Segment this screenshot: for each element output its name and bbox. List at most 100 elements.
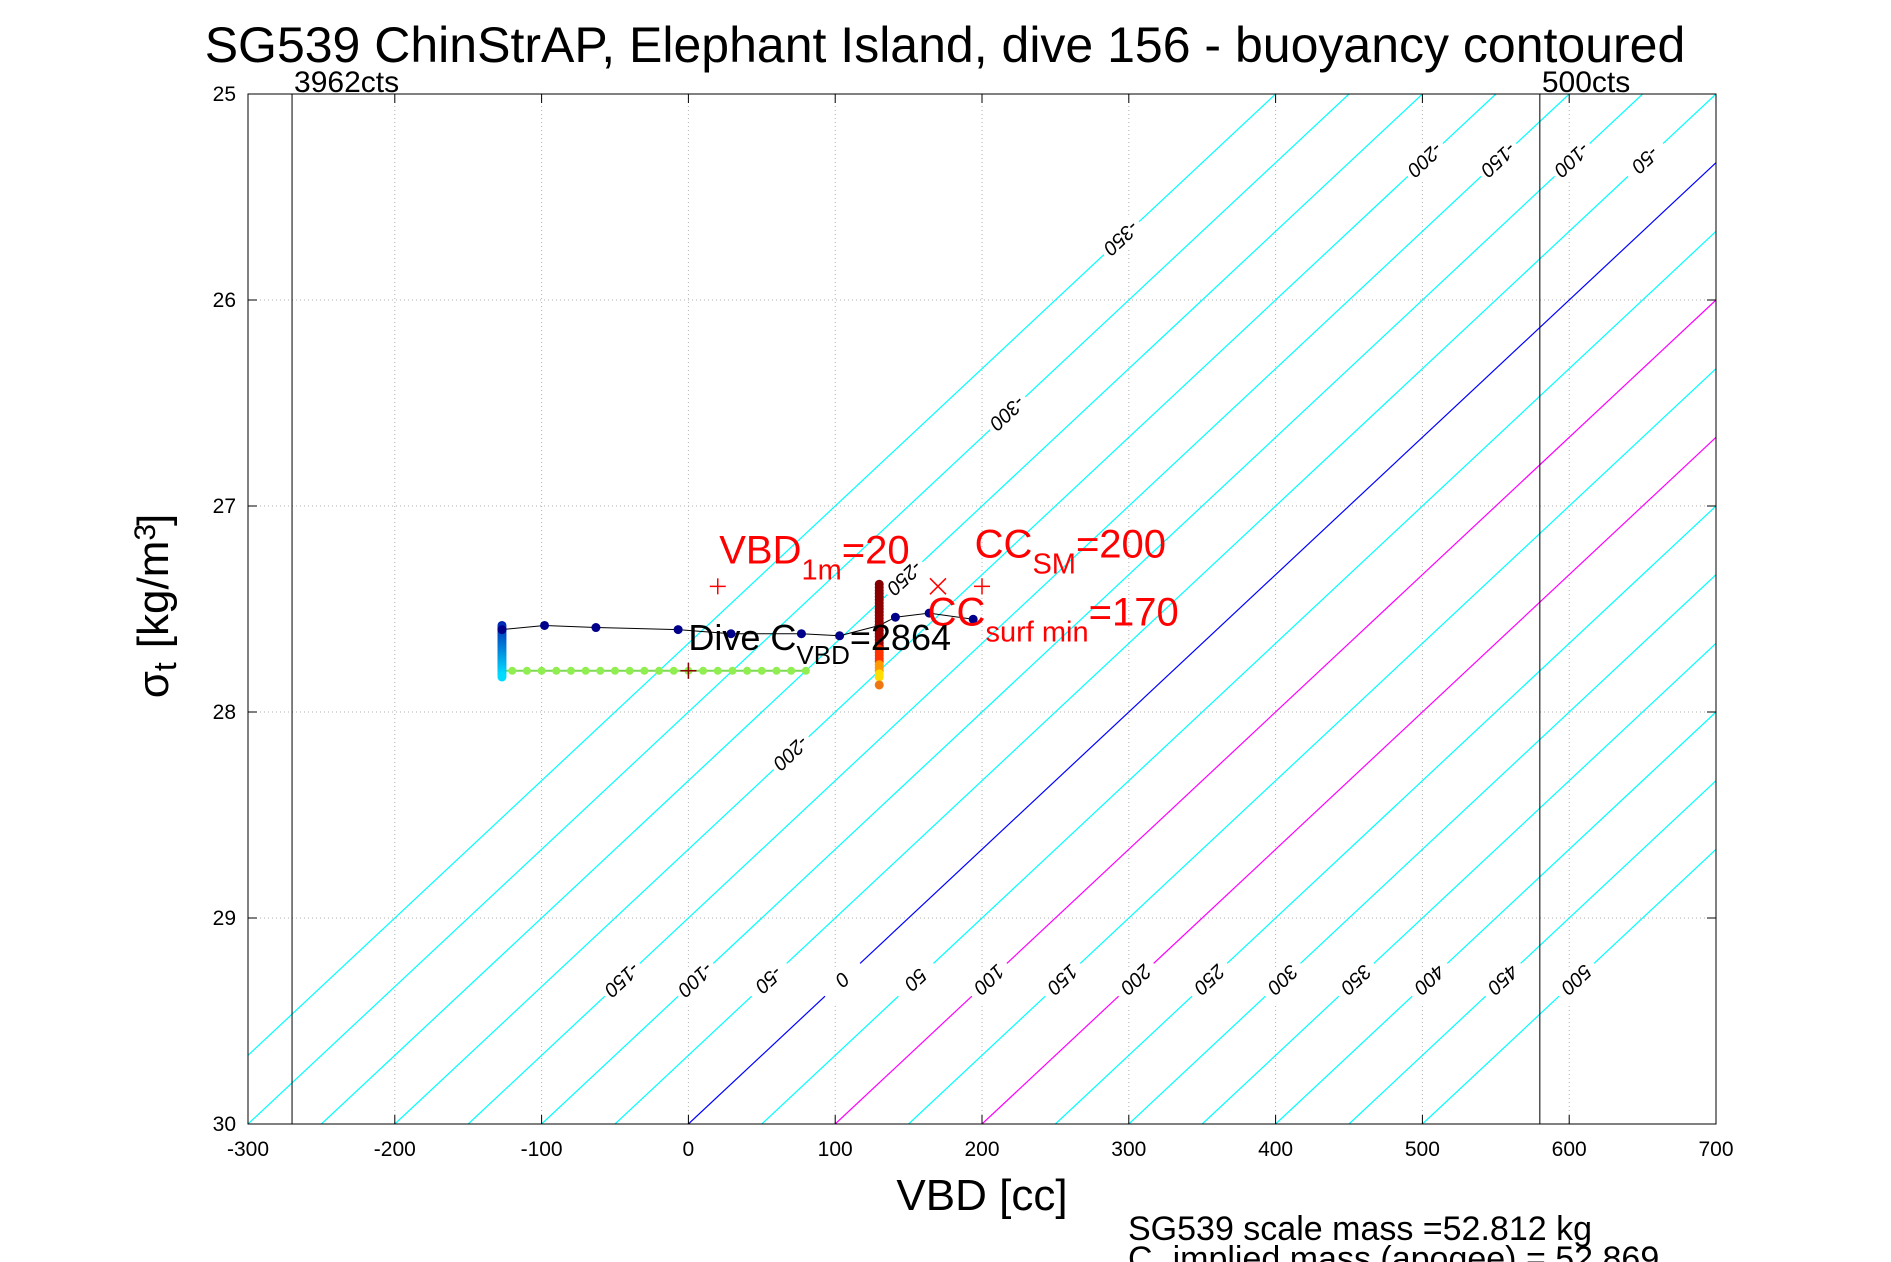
dive-profile-point [924,608,934,618]
contour-label-bg [1550,954,1603,1005]
surface-series-point [655,666,664,675]
dive-profile-point [673,625,683,635]
contour-line [1054,505,1716,1124]
y-axis-label-close: ] [129,514,178,526]
y-tick-label: 30 [213,1113,236,1136]
contour-line [1275,711,1716,1124]
surface-series-point [728,666,737,675]
surface-series-point [669,666,678,675]
surface-series-point [508,666,517,675]
contour-label-bg [890,954,942,1005]
surface-series-point [566,666,575,675]
buoyancy-contours [248,94,1716,1124]
cluster-point [497,672,507,682]
footer-implied-mass-text: implied mass (apogee) = 52.869 [1173,1240,1660,1262]
contour-line [394,94,1497,1124]
y-tick-label: 26 [213,289,236,312]
contour-label-bg [670,954,722,1005]
contour-label-bg [816,954,869,1005]
x-tick-label: -200 [374,1138,416,1161]
contour-line [908,367,1716,1124]
axes: -300 -200 -100 0 100 200 300 400 500 600 700 25 26 27… [213,83,1734,1161]
contour-label-bg [1037,954,1089,1005]
vertical-bar-point [874,672,884,682]
x-tick-label: -300 [227,1138,269,1161]
contour-line [1348,779,1716,1124]
vbd-1m-annotation-main: VBD [719,529,801,573]
surface-series-point [640,666,649,675]
contour-label-bg [981,388,1034,439]
contour-line [1128,573,1716,1124]
contour-label-bg [1183,954,1236,1005]
contour-label-bg [1095,213,1148,264]
contour-line [320,94,1423,1124]
x-tick-label: 600 [1552,1138,1587,1161]
surface-series-point [713,666,722,675]
dive-c-vbd-annotation-main: Dive C [688,617,796,658]
contour-label-bg [1399,134,1452,186]
contour-label-bg [765,728,817,779]
contour-line [834,299,1716,1124]
cc-surf-min-annotation-sub: surf min [985,616,1088,648]
surface-series-point [757,666,766,675]
x-tick-label: 0 [683,1138,695,1161]
contour-line [541,94,1644,1124]
vbd-1m-annotation: VBD1m=20 [719,529,909,587]
contour-line [761,230,1716,1124]
y-axis-label-main: σ [129,671,178,698]
y-tick-label: 28 [213,701,236,724]
dive-profile-point [968,614,978,624]
cross-marker [929,577,947,595]
x-tick-label: -100 [521,1138,563,1161]
contour-label-bg [879,552,931,604]
y-axis-label-sup: 3 [129,524,162,541]
cc-sm-annotation: CCSM=200 [975,523,1166,581]
surface-series-point [772,666,781,675]
contour-line [614,94,1716,1124]
surface-series-point [699,666,708,675]
y-axis-label-unit: [kg/m [129,541,178,649]
contour-label-bg [1546,134,1598,186]
footer-implied-c: C [1128,1240,1153,1262]
dive-profile-point [796,629,806,639]
contour-label-bg [1473,134,1525,186]
contour-label-bg [596,954,649,1005]
contour-label-bg [1619,134,1672,186]
contour-line [248,94,1350,1124]
contour-line [981,436,1716,1124]
surface-series-point [522,666,531,675]
dive-profile-point [726,629,736,639]
contour-label-bg [1257,954,1309,1005]
dive-profile-point [835,631,845,641]
contour-label-bg [963,954,1016,1005]
cc-surf-min-annotation-value: =170 [1089,590,1179,634]
contour-line [1421,848,1716,1124]
y-axis-label: σt [kg/m3] [129,514,184,699]
dive-c-vbd-annotation-sub: VBD [796,640,849,670]
dive-profile-point [591,623,601,633]
surface-series-point [537,666,546,675]
contour-label-bg [1477,954,1529,1005]
x-axis-label: VBD [cc] [896,1171,1067,1220]
dive-c-vbd-annotation-value: =2864 [850,617,951,658]
dive-data [497,579,978,690]
contour-line [467,94,1570,1124]
plot-area: -350-300-250-200-200-150-150-100-100-50-… [213,66,1734,1161]
chart-title: SG539 ChinStrAP, Elephant Island, dive 1… [205,17,1686,73]
x-tick-label: 500 [1405,1138,1440,1161]
vertical-bar-point [874,680,884,690]
contour-label-bg [1404,954,1456,1005]
y-tick-label: 25 [213,83,236,106]
y-axis-label-sub: t [147,662,183,671]
contour-label-bg [1110,954,1162,1005]
dive-profile-point [497,625,507,635]
surface-series-point [787,666,796,675]
y-tick-label: 27 [213,495,236,518]
dive-c-vbd-annotation: Dive CVBD=2864 [688,617,951,670]
surface-series-point [625,666,634,675]
surface-series-point [801,666,810,675]
cc-sm-annotation-main: CC [975,523,1033,567]
x-tick-label: 100 [818,1138,853,1161]
contour-label-bg [1330,954,1383,1005]
surface-series-point [596,666,605,675]
